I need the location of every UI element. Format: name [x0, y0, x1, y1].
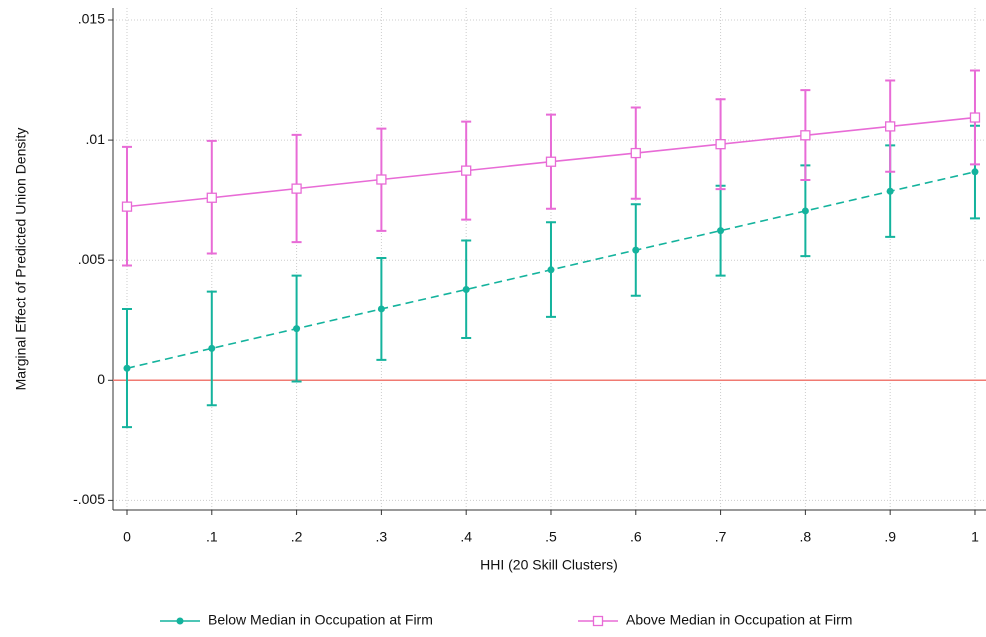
x-axis-label: HHI (20 Skill Clusters) [480, 557, 618, 573]
point [971, 168, 979, 176]
point [545, 156, 557, 167]
point [632, 246, 640, 254]
x-tick-label: .8 [800, 529, 812, 545]
point [208, 344, 216, 352]
x-tick-label: .3 [376, 529, 388, 545]
point [801, 207, 809, 215]
x-tick-label: .6 [630, 529, 642, 545]
x-tick-label: .4 [460, 529, 472, 545]
y-tick-label: .015 [78, 11, 105, 27]
x-tick-label: 0 [123, 529, 131, 545]
point [547, 266, 555, 274]
x-tick-label: .5 [545, 529, 557, 545]
y-tick-label: 0 [97, 371, 105, 387]
y-tick-label: .01 [86, 131, 106, 147]
point [885, 121, 896, 132]
y-tick-label: .005 [78, 251, 105, 267]
x-tick-label: .7 [715, 529, 727, 545]
point [886, 187, 894, 195]
x-tick-label: 1 [971, 529, 979, 545]
y-tick-label: -.005 [73, 491, 105, 507]
point [717, 227, 725, 235]
point [462, 286, 470, 294]
point [377, 305, 385, 313]
legend-marker [592, 615, 604, 627]
legend-marker [176, 617, 184, 625]
x-tick-label: .1 [206, 529, 218, 545]
point [461, 165, 472, 176]
point [376, 174, 387, 185]
point [800, 130, 811, 141]
point [206, 192, 217, 203]
x-tick-label: .9 [884, 529, 896, 545]
legend-label: Below Median in Occupation at Firm [208, 612, 433, 628]
x-tick-label: .2 [291, 529, 303, 545]
point [123, 364, 131, 372]
point [630, 147, 641, 159]
point [969, 112, 981, 123]
legend-label: Above Median in Occupation at Firm [626, 612, 852, 628]
point [121, 201, 133, 212]
point [291, 183, 302, 194]
y-axis-label: Marginal Effect of Predicted Union Densi… [13, 128, 29, 391]
point [715, 139, 726, 150]
point [293, 325, 301, 333]
